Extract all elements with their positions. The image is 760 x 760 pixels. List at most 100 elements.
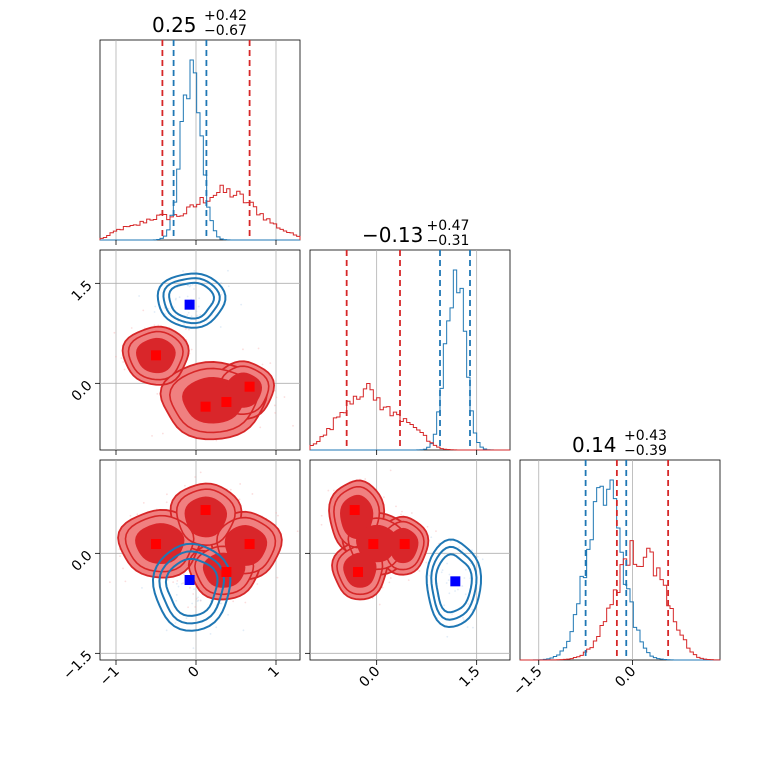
sample-point [153,311,156,313]
contour-line-mid [168,367,259,434]
sample-point [443,552,446,555]
x-tick-label: 0.0 [612,664,639,691]
sample-point [462,616,464,619]
sample-point [184,328,187,330]
sample-point [463,577,466,579]
sample-point [447,579,450,582]
sample-point [220,282,223,284]
contour-line-blue [158,550,226,625]
sample-point [445,582,448,584]
mode-marker [151,539,161,549]
sample-point [451,613,453,615]
sample-point [389,577,392,579]
sample-point [471,608,474,611]
sample-point [461,548,464,551]
x-tick-label: 1 [265,664,283,682]
sample-point [481,558,484,561]
sample-point [195,310,198,313]
sample-point [191,283,194,286]
sample-point [395,505,397,508]
sample-point [165,501,168,504]
contour-fill-inner [184,496,228,538]
sample-point [138,295,140,297]
sample-point [244,601,247,604]
sample-point [175,599,178,602]
title-lower-error: −0.67 [204,23,247,39]
sample-point [122,567,124,570]
sample-point [186,295,189,298]
sample-point [156,392,159,395]
sample-point [190,348,193,351]
sample-point [467,603,470,605]
sample-point [383,496,385,499]
contour-line-blue [156,272,227,329]
mode-marker [221,397,232,407]
sample-point [197,596,199,599]
sample-point [197,305,200,308]
mode-marker [353,567,363,577]
mode-marker [349,505,360,515]
sample-point [142,309,145,312]
sample-point [389,469,392,472]
sample-point [129,514,132,517]
sample-point [251,493,254,495]
contour-line-mid [127,330,184,381]
sample-point [320,523,323,526]
sample-point [182,270,184,272]
sample-point [188,328,190,331]
contour-line-outer [121,325,190,386]
mode-marker [221,567,232,577]
x-tick-label: 1.5 [456,664,483,691]
sample-point [448,573,451,576]
sample-point [471,549,473,552]
sample-point [232,600,235,603]
histogram-line [520,540,721,661]
sample-point [209,632,212,635]
sample-point [239,483,242,485]
sample-point [186,314,189,316]
sample-point [196,600,199,603]
sample-point [172,581,175,584]
mode-marker [244,539,255,549]
sample-point [269,362,272,365]
sample-point [198,297,201,300]
sample-point [227,613,229,616]
sample-point [440,571,443,574]
sample-point [388,581,391,584]
sample-point [242,348,244,351]
title-lower-error: −0.39 [624,443,667,459]
sample-point [124,580,127,583]
sample-point [196,314,199,317]
sample-point [136,513,139,516]
sample-point [122,361,125,363]
sample-point [176,579,179,582]
sample-point [192,647,195,650]
sample-point [192,593,195,595]
mode-marker [368,539,379,549]
sample-point [167,307,170,310]
sample-point [435,530,437,533]
sample-point [215,626,218,629]
panel-title: 0.14 [572,433,617,457]
sample-point [448,592,451,595]
sample-point [166,493,168,496]
sample-point [378,603,381,606]
sample-point [199,313,202,316]
sample-point [182,573,185,576]
sample-point [189,284,192,287]
sample-point [426,525,429,528]
sample-point [130,327,133,329]
histogram-line [309,382,510,451]
sample-point [175,297,177,300]
contour-line-outer [341,511,413,576]
sample-point [220,293,223,296]
contour-line-blue [151,542,232,632]
panel-frame [309,249,511,451]
sample-point [261,363,264,366]
sample-point [182,582,185,585]
sample-point [186,284,189,287]
sample-point [215,439,218,442]
sample-point [194,284,197,287]
y-tick-label: 0.0 [69,378,96,405]
